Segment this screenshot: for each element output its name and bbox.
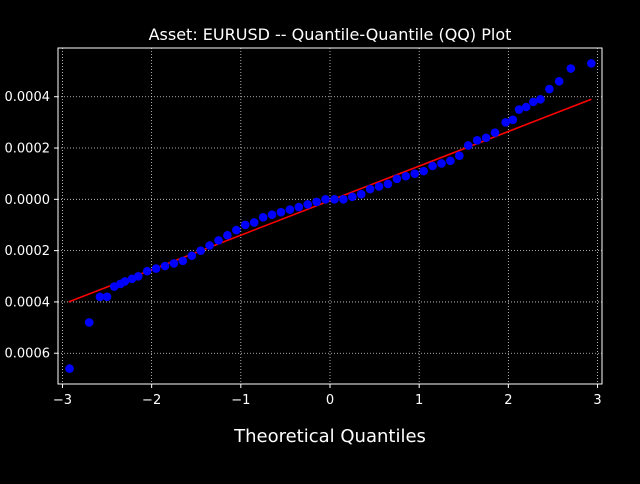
y-tick-label: 0.0000 — [5, 193, 51, 208]
data-point — [294, 202, 304, 212]
x-tick-label: 0 — [326, 393, 334, 408]
data-point — [267, 210, 277, 220]
data-point — [321, 195, 330, 204]
data-point — [133, 271, 143, 281]
data-point — [545, 84, 554, 94]
data-point — [95, 292, 105, 302]
data-point — [120, 277, 130, 286]
data-point — [521, 102, 531, 112]
y-tick-label: 0.0004 — [5, 295, 51, 310]
data-point — [223, 230, 232, 240]
data-point — [240, 220, 250, 230]
data-point — [383, 179, 393, 189]
data-point — [428, 161, 437, 171]
data-point — [401, 171, 411, 181]
data-point — [312, 197, 321, 207]
y-tick-label: 0.0002 — [5, 142, 51, 157]
data-point — [508, 115, 518, 125]
data-point — [490, 128, 500, 137]
data-point — [536, 94, 545, 104]
x-axis-label: Theoretical Quantiles — [233, 426, 426, 447]
data-point — [214, 236, 223, 245]
data-point — [276, 207, 286, 217]
data-point — [285, 205, 295, 214]
data-point — [410, 169, 420, 178]
data-point — [365, 184, 375, 194]
grid-layer — [58, 48, 602, 384]
data-point — [303, 200, 313, 209]
data-point — [102, 292, 112, 302]
y-tick-label: 0.0006 — [5, 347, 51, 362]
data-point — [151, 264, 161, 273]
data-point — [554, 77, 564, 86]
x-tick-label: 1 — [415, 393, 423, 408]
data-point — [84, 318, 94, 327]
data-point — [169, 259, 179, 268]
data-point — [339, 195, 348, 204]
data-point — [501, 118, 510, 127]
data-point — [160, 261, 170, 271]
data-point — [196, 246, 205, 255]
data-point — [392, 174, 402, 184]
y-tick-label: 0.0002 — [5, 244, 51, 259]
data-point — [347, 192, 357, 202]
chart-title: Asset: EURUSD -- Quantile-Quantile (QQ) … — [149, 25, 512, 44]
data-point — [232, 225, 241, 235]
data-point — [65, 364, 74, 373]
data-point — [419, 166, 428, 176]
x-tick-label: −3 — [53, 393, 72, 408]
data-point — [205, 241, 214, 250]
x-tick-label: −2 — [142, 393, 161, 408]
data-point — [258, 212, 268, 222]
data-point — [481, 133, 491, 143]
data-point — [249, 218, 259, 227]
data-point — [178, 256, 188, 266]
data-point — [330, 195, 339, 204]
data-point — [463, 141, 473, 150]
data-point — [514, 105, 524, 114]
x-tick-label: 3 — [593, 393, 601, 408]
data-point — [356, 189, 366, 199]
data-point — [374, 182, 384, 191]
y-tick-label: 0.0004 — [5, 90, 51, 105]
data-point — [142, 266, 152, 276]
data-point — [586, 59, 596, 68]
x-tick-label: −1 — [231, 393, 250, 408]
data-point-layer — [65, 59, 596, 373]
x-tick-label: 2 — [504, 393, 512, 408]
data-point — [455, 151, 464, 161]
data-point — [446, 156, 455, 166]
axis-layer: −3 −2 −1 0 1 2 3 0.0006 0.0004 0.0002 0.0000 0.0002… — [5, 47, 603, 408]
data-point — [437, 159, 446, 168]
data-point — [187, 251, 197, 261]
data-point — [529, 97, 538, 107]
data-point — [472, 136, 482, 145]
data-point — [566, 64, 576, 73]
